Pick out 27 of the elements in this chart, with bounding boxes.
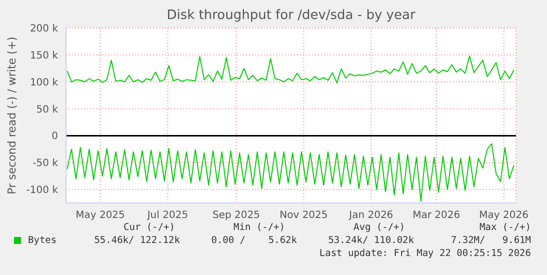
y-tick-label: 150 k <box>30 50 58 62</box>
text: Max (-/+) <box>480 222 531 233</box>
y-axis-title: Pr second read (-) / write (+) <box>6 36 18 194</box>
text: Avg (-/+) <box>354 222 405 233</box>
y-tick-label: 100 k <box>30 77 58 88</box>
y-tick-label: 0 <box>52 131 58 142</box>
x-tick-label: Jan 2026 <box>348 210 394 222</box>
text: 7.32M/ 9.61M <box>450 235 531 246</box>
x-tick-label: May 2026 <box>479 210 528 222</box>
legend-label: Bytes <box>27 235 57 246</box>
y-tick-label: 50 k <box>36 104 58 116</box>
x-tick-label: Mar 2026 <box>412 210 460 222</box>
text: Min (-/+) <box>234 222 285 233</box>
text: 0.00 / 5.62k <box>211 235 297 246</box>
chart-title: Disk throughput for /dev/sda - by year <box>166 8 416 23</box>
x-tick-label: Jul 2025 <box>146 210 188 222</box>
y-tick-label: -50 k <box>32 158 58 170</box>
x-tick-label: May 2025 <box>76 210 125 222</box>
text: 55.46k/ 122.12k <box>94 235 180 246</box>
y-tick-label: -100 k <box>26 185 58 196</box>
x-tick-label: Sep 2025 <box>212 210 260 222</box>
text: Cur (-/+) <box>124 222 175 233</box>
y-tick-label: 200 k <box>30 24 58 35</box>
line-series <box>66 56 514 84</box>
text: Last update: Fri May 22 00:25:15 2026 <box>319 248 531 259</box>
text: 53.24k/ 110.02k <box>328 235 414 246</box>
x-tick-label: Nov 2025 <box>280 210 328 222</box>
